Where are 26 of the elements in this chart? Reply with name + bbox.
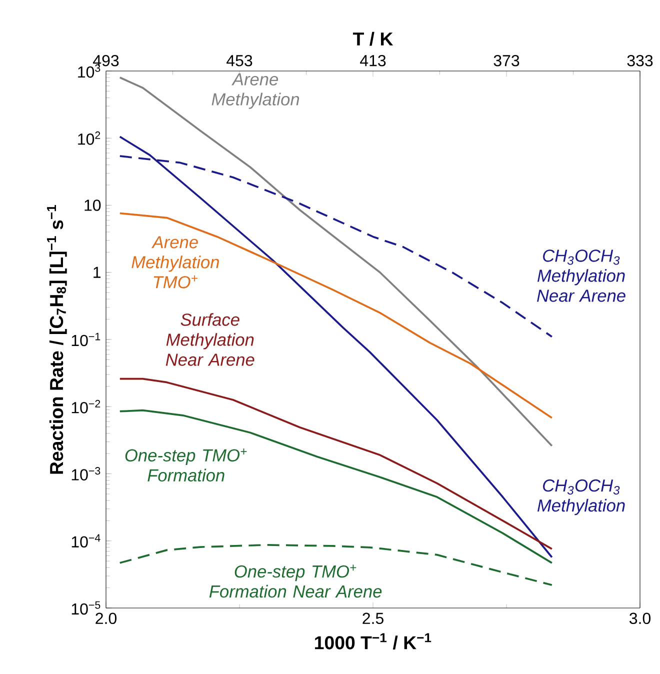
y-tick-label: 10$^{−4}$ (72, 534, 100, 548)
y-tick-label: 10$^{−3}$ (72, 467, 100, 480)
y-tick-label: 10 (84, 200, 101, 211)
series-label: CH$_{3}$OCH$_{3}$ Methylation (537, 479, 625, 516)
x-tick-label: 3.0 (629, 612, 651, 624)
x-tick-label: 2.5 (362, 612, 384, 624)
y-axis-title: Reaction Rate / [C$_{7}$H$_{8}$] [L]$^{−1}$ s$^{−1}$ (47, 205, 67, 474)
y-tick-label: 10$^{−1}$ (72, 332, 100, 346)
x2-tick-label: 453 (226, 54, 252, 66)
y-tick-label: 1 (94, 266, 101, 278)
y-tick-label: 10$^{2}$ (78, 131, 100, 145)
text: One-step TMO$^{+}$ Formation (125, 448, 247, 482)
series-label: One-step TMO$^{+}$ Formation Near Arene (209, 564, 382, 598)
line-series (118, 544, 553, 586)
series-label: Surface Methylation Near Arene (166, 313, 254, 366)
x-tick-label: 2.0 (96, 612, 117, 624)
series-label: CH$_{3}$OCH$_{3}$ Methylation Near Arene (537, 250, 626, 302)
x-axis-title: 1000 T$^{−1}$ / K$^{−1}$ (315, 633, 432, 650)
series-label: Arene Methylation (212, 73, 300, 109)
series-label: Arene Methylation TMO$^{+}$ (132, 236, 219, 288)
x2-axis-title: T / K (352, 32, 394, 46)
x2-tick-label: 493 (93, 54, 119, 66)
y-tick-label: 10$^{−2}$ (72, 400, 100, 414)
x2-tick-label: 413 (360, 54, 386, 66)
x2-tick-label: 373 (494, 54, 520, 66)
x2-tick-label: 333 (627, 54, 653, 66)
